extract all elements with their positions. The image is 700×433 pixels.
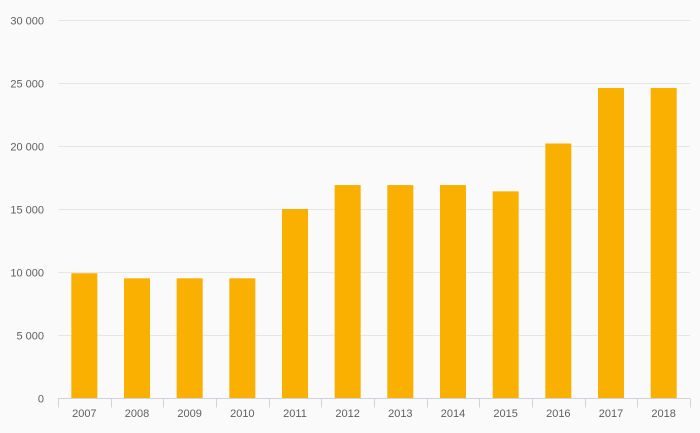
y-tick-label: 5 000 [16,331,44,343]
bar [71,273,98,398]
bar [650,88,677,398]
y-axis-tick-labels: 0 5 000 10 000 15 000 20 000 25 000 30 000 [10,16,44,406]
x-tick-label: 2015 [493,408,517,420]
bar [598,88,624,398]
x-tick-label: 2010 [230,408,254,420]
x-tick-label: 2014 [441,408,465,420]
y-tick-label: 15 000 [10,205,44,217]
x-tick-label: 2012 [335,408,359,420]
x-tick-label: 2009 [177,408,201,420]
x-axis-tick-labels: 2007 2008 2009 2010 2011 2012 2013 2014 2015 2016… [72,408,676,420]
x-tick-label: 2018 [651,408,675,420]
bar [124,278,150,398]
bar [440,185,466,398]
bar [334,185,361,398]
x-tick-label: 2007 [72,408,96,420]
x-tick-label: 2016 [546,408,570,420]
x-tick-label: 2011 [283,408,307,420]
bar [282,209,308,398]
grid-lines [58,20,690,336]
y-tick-label: 30 000 [10,16,44,28]
y-tick-label: 25 000 [10,79,44,91]
x-tick-label: 2008 [125,408,149,420]
bar [176,278,203,398]
bar [387,185,414,398]
x-tick-label: 2017 [599,408,623,420]
bar [545,143,572,398]
x-tick-label: 2013 [388,408,412,420]
y-tick-label: 0 [38,394,44,406]
y-tick-label: 10 000 [10,268,44,280]
y-tick-label: 20 000 [10,142,44,154]
bars [71,88,677,398]
bar [492,191,519,398]
x-axis [58,398,691,408]
bar [229,278,256,398]
